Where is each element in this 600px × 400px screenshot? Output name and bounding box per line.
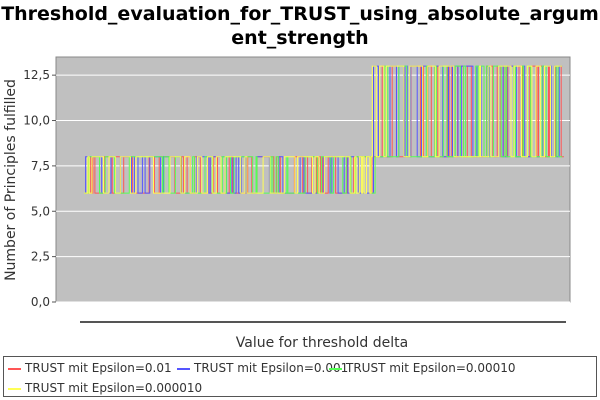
chart-title-line-1: Threshold_evaluation_for_TRUST_using_abs… (1, 3, 599, 25)
y-tick-label: 10,0 (23, 114, 50, 128)
y-axis-label: Number of Principles fulfilled (3, 79, 19, 281)
chart-canvas: 0,0 2,5 5,0 7,5 10,0 12,5 Value for threshold… (3, 56, 571, 351)
legend-label: TRUST mit Epsilon=0.000010 (25, 381, 203, 395)
y-axis: 0,0 2,5 5,0 7,5 10,0 12,5 (23, 68, 56, 309)
series-line (84, 65, 563, 194)
y-tick-label: 2,5 (31, 250, 50, 264)
y-tick-label: 12,5 (23, 68, 50, 82)
legend-label: TRUST mit Epsilon=0.01 (25, 361, 172, 375)
legend-swatch (329, 367, 342, 370)
chart-title-line-2: ent_strength (231, 27, 369, 49)
legend-swatch (8, 387, 21, 390)
legend-item: TRUST mit Epsilon=0.001 (177, 361, 348, 375)
chart-title: Threshold_evaluation_for_TRUST_using_abs… (0, 2, 600, 50)
y-tick-label: 0,0 (31, 295, 50, 309)
legend-item: TRUST mit Epsilon=0.00010 (329, 361, 516, 375)
legend-item: TRUST mit Epsilon=0.01 (8, 361, 172, 375)
y-tick-label: 5,0 (31, 204, 50, 218)
x-axis-label: Value for threshold delta (236, 335, 408, 351)
y-tick-label: 7,5 (31, 159, 50, 173)
series-group (84, 65, 564, 194)
legend-label: TRUST mit Epsilon=0.001 (194, 361, 349, 375)
legend: TRUST mit Epsilon=0.01 TRUST mit Epsilon=… (3, 356, 597, 397)
legend-swatch (177, 367, 190, 370)
legend-label: TRUST mit Epsilon=0.00010 (346, 361, 516, 375)
legend-item: TRUST mit Epsilon=0.000010 (8, 381, 202, 395)
legend-swatch (8, 367, 21, 370)
